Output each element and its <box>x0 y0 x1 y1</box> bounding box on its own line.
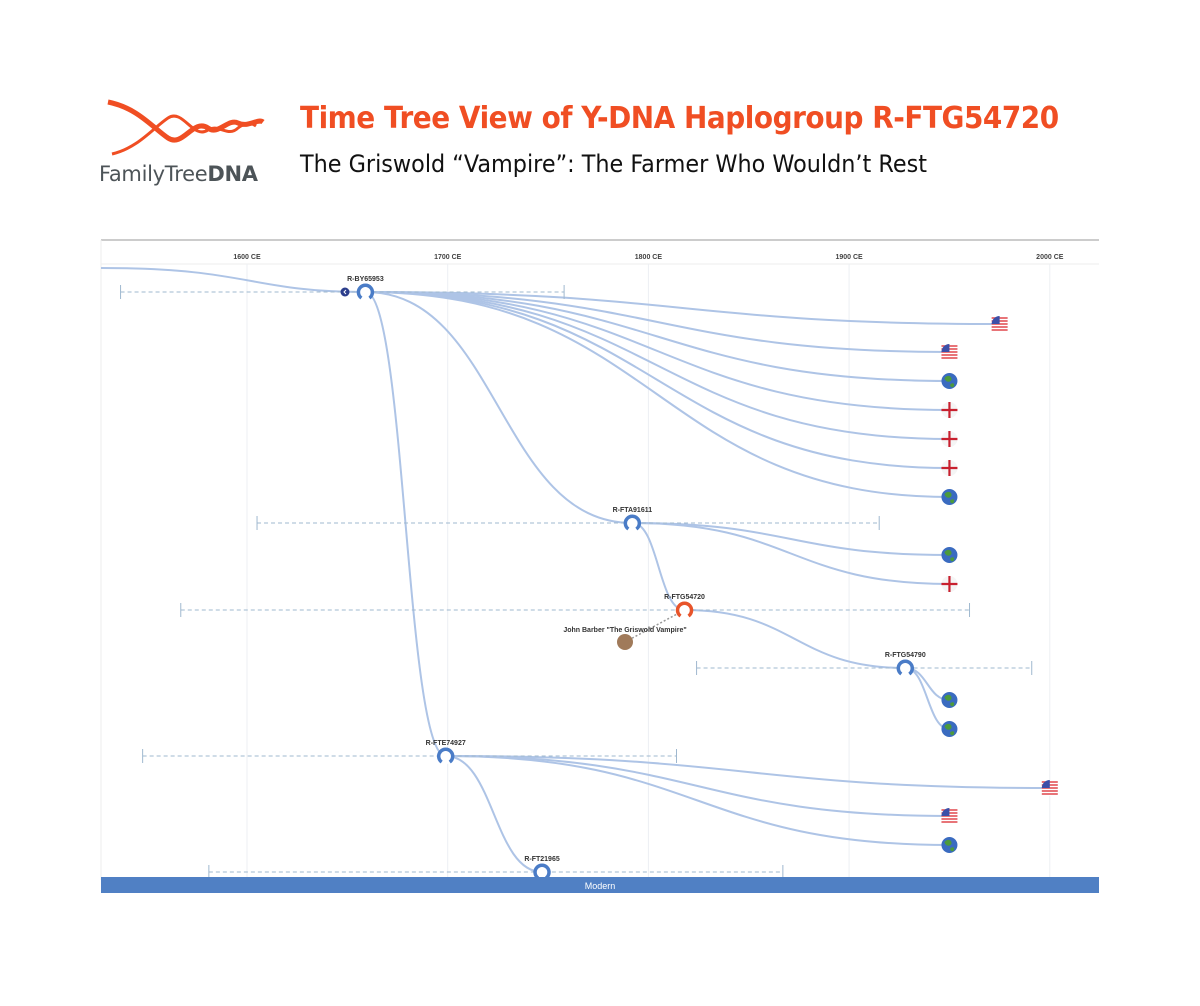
node-label: R-FTE74927 <box>426 740 466 747</box>
globe-land <box>944 491 955 504</box>
person-node-icon <box>533 863 551 880</box>
branch-line <box>365 291 950 440</box>
globe-icon[interactable] <box>941 837 958 853</box>
node-label: R-FT21965 <box>524 856 560 863</box>
root-branch <box>100 267 366 293</box>
haplogroup-node[interactable]: R-FTG54790 <box>885 652 926 676</box>
person-connector <box>624 609 685 643</box>
globe-land <box>944 723 955 736</box>
flag-canton <box>941 808 950 816</box>
globe-land <box>944 375 955 388</box>
person-node-icon <box>436 747 455 764</box>
collapse-bg <box>340 287 350 297</box>
us-flag-icon[interactable] <box>941 344 958 360</box>
flag-canton <box>941 344 950 352</box>
branch-line <box>365 291 950 498</box>
flag-canton <box>991 316 1000 324</box>
globe-icon[interactable] <box>941 692 958 708</box>
branch-line <box>632 522 950 556</box>
modern-bar <box>101 877 1099 893</box>
branch-line <box>365 291 1000 325</box>
haplogroup-node[interactable]: R-BY65953 <box>347 276 384 300</box>
axis-tick-label: 1900 CE <box>835 254 863 261</box>
england-flag-icon[interactable] <box>941 460 958 476</box>
page-subtitle: The Griswold “Vampire”: The Farmer Who W… <box>300 150 927 178</box>
flag-canton <box>1041 780 1050 788</box>
branch-line <box>632 522 950 585</box>
flag-cross <box>941 576 958 592</box>
collapse-left-button[interactable] <box>340 287 350 297</box>
person-node-icon <box>356 283 375 300</box>
us-flag-icon[interactable] <box>1041 780 1058 796</box>
globe-icon[interactable] <box>941 547 958 563</box>
globe-icon[interactable] <box>941 721 958 737</box>
person-node-icon <box>675 601 694 618</box>
axis-tick-label: 1600 CE <box>233 254 261 261</box>
branch-line <box>445 755 543 873</box>
node-label: R-FTA91611 <box>613 507 653 514</box>
branch-line <box>365 291 950 411</box>
axis-tick-label: 1800 CE <box>635 254 663 261</box>
haplogroup-node[interactable]: R-FTE74927 <box>426 740 466 764</box>
england-flag-icon[interactable] <box>941 402 958 418</box>
england-flag-icon[interactable] <box>941 431 958 447</box>
axis-tick-label: 2000 CE <box>1036 254 1064 261</box>
globe-land <box>944 839 955 852</box>
us-flag-icon[interactable] <box>991 316 1008 332</box>
branch-line <box>365 291 950 353</box>
person-avatar <box>617 634 633 650</box>
modern-label: Modern <box>585 881 616 891</box>
logo-text: FamilyTreeDNA <box>99 162 258 186</box>
person-node-icon <box>623 514 642 531</box>
branch-line <box>365 291 447 757</box>
branch-line <box>445 755 950 846</box>
person-node-icon <box>896 659 915 676</box>
branch-line <box>684 609 906 669</box>
branch-line <box>365 291 633 524</box>
globe-land <box>944 549 955 562</box>
person-name: John Barber "The Griswold Vampire" <box>563 627 686 634</box>
flag-cross <box>941 431 958 447</box>
node-label: R-BY65953 <box>347 276 384 283</box>
branch-line <box>445 755 1050 789</box>
globe-icon[interactable] <box>941 373 958 389</box>
familytreedna-logo <box>107 99 265 156</box>
us-flag-icon[interactable] <box>941 808 958 824</box>
flag-cross <box>941 402 958 418</box>
branch-line <box>365 291 950 382</box>
globe-icon[interactable] <box>941 489 958 505</box>
haplogroup-node[interactable]: R-FTA91611 <box>613 507 653 531</box>
globe-land <box>944 694 955 707</box>
chevron-left-icon <box>343 289 347 295</box>
haplogroup-node[interactable]: R-FTG54720 <box>664 594 705 618</box>
axis-tick-label: 1700 CE <box>434 254 462 261</box>
node-label: R-FTG54790 <box>885 652 926 659</box>
page-title: Time Tree View of Y-DNA Haplogroup R-FTG… <box>300 101 1059 136</box>
branches <box>100 267 1050 873</box>
england-flag-icon[interactable] <box>941 576 958 592</box>
node-label: R-FTG54720 <box>664 594 705 601</box>
haplogroup-node[interactable]: R-FT21965 <box>524 856 560 880</box>
branch-line <box>445 755 950 817</box>
branch-line <box>365 291 950 469</box>
flag-cross <box>941 460 958 476</box>
